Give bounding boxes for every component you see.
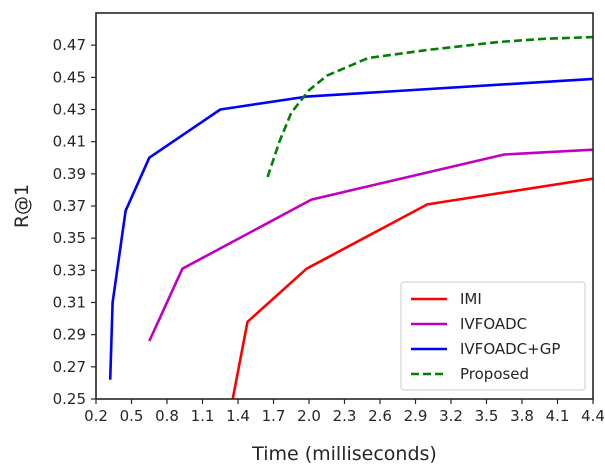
y-tick-label: 0.45: [53, 68, 86, 86]
x-tick-label: 3.5: [475, 407, 499, 425]
x-axis-ticks: 0.2 0.5 0.8 1.1 1.4 1.7 2.0 2.3 2.6 2.9 3.2 3.5 3.8 4…: [84, 399, 605, 425]
y-tick-label: 0.35: [53, 229, 86, 247]
x-tick-label: 1.1: [191, 407, 215, 425]
x-tick-label: 3.8: [510, 407, 534, 425]
y-tick-label: 0.37: [53, 197, 86, 215]
x-tick-label: 3.2: [439, 407, 463, 425]
x-tick-label: 2.3: [333, 407, 357, 425]
legend-label-0: IMI: [460, 290, 482, 308]
series-line-1: [148, 148, 593, 342]
legend: IMI IVFOADC IVFOADC+GP Proposed: [400, 281, 586, 391]
legend-box: [400, 281, 586, 391]
x-tick-label: 0.5: [120, 407, 144, 425]
y-tick-label: 0.43: [53, 101, 86, 119]
legend-label-1: IVFOADC: [460, 315, 527, 333]
y-axis-ticks: 0.25 0.27 0.29 0.31 0.33 0.35 0.37 0.39 0.41 0.43…: [53, 36, 96, 408]
x-tick-label: 1.7: [262, 407, 286, 425]
legend-label-2: IVFOADC+GP: [460, 340, 560, 358]
x-axis-title: Time (milliseconds): [251, 443, 437, 464]
series-line-2: [108, 77, 593, 380]
x-tick-label: 2.9: [404, 407, 428, 425]
x-tick-label: 0.2: [84, 407, 108, 425]
x-tick-label: 4.4: [581, 407, 605, 425]
y-tick-label: 0.29: [53, 326, 86, 344]
x-tick-label: 2.0: [297, 407, 321, 425]
y-tick-label: 0.33: [53, 261, 86, 279]
y-tick-label: 0.31: [53, 294, 86, 312]
y-tick-label: 0.39: [53, 165, 86, 183]
x-tick-label: 4.1: [546, 407, 570, 425]
x-tick-label: 1.4: [226, 407, 250, 425]
y-tick-label: 0.41: [53, 133, 86, 151]
legend-label-3: Proposed: [460, 365, 529, 383]
series-line-3: [266, 35, 593, 178]
series-line-0: [231, 177, 593, 399]
y-tick-label: 0.27: [53, 358, 86, 376]
y-tick-label: 0.25: [53, 390, 86, 408]
y-axis-title: R@1: [11, 184, 33, 228]
x-tick-label: 2.6: [368, 407, 392, 425]
y-tick-label: 0.47: [53, 36, 86, 54]
x-tick-label: 0.8: [155, 407, 179, 425]
series-layer: [108, 35, 593, 399]
